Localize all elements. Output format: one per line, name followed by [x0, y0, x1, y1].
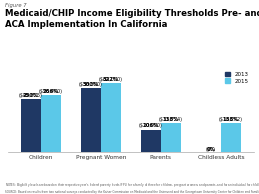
Text: 138%: 138%: [222, 117, 239, 122]
Text: ($49,825): ($49,825): [19, 84, 43, 98]
Text: Figure 7: Figure 7: [5, 3, 27, 8]
Bar: [221, 123, 241, 152]
Text: 266%: 266%: [42, 89, 59, 94]
Text: ($0): ($0): [206, 139, 216, 152]
Bar: [21, 99, 41, 152]
Text: 0%: 0%: [206, 147, 215, 152]
Legend: 2013, 2015: 2013, 2015: [222, 69, 251, 86]
Bar: [161, 123, 181, 152]
Text: ($64,000): ($64,000): [99, 69, 123, 82]
Text: Medicaid/CHIP Income Eligibility Thresholds Pre- and Post-
ACA Implementation In: Medicaid/CHIP Income Eligibility Thresho…: [5, 9, 259, 29]
Text: 250%: 250%: [23, 93, 39, 98]
Text: ($31,724): ($31,724): [159, 108, 183, 122]
Text: 322%: 322%: [103, 77, 119, 82]
Text: 138%: 138%: [162, 117, 179, 122]
Text: 300%: 300%: [83, 82, 99, 87]
Bar: [81, 88, 101, 152]
Bar: [41, 95, 61, 152]
Text: 106%: 106%: [143, 124, 159, 128]
Bar: [101, 83, 121, 152]
Text: ($58,590): ($58,590): [79, 74, 103, 87]
Text: ($20,090): ($20,090): [139, 115, 163, 128]
Text: ($16,242): ($16,242): [219, 108, 243, 122]
Text: ($55,440): ($55,440): [39, 81, 63, 94]
Bar: [141, 130, 161, 152]
Text: NOTES: Eligibility levels are based on their respective year's federal poverty l: NOTES: Eligibility levels are based on t…: [5, 181, 259, 194]
